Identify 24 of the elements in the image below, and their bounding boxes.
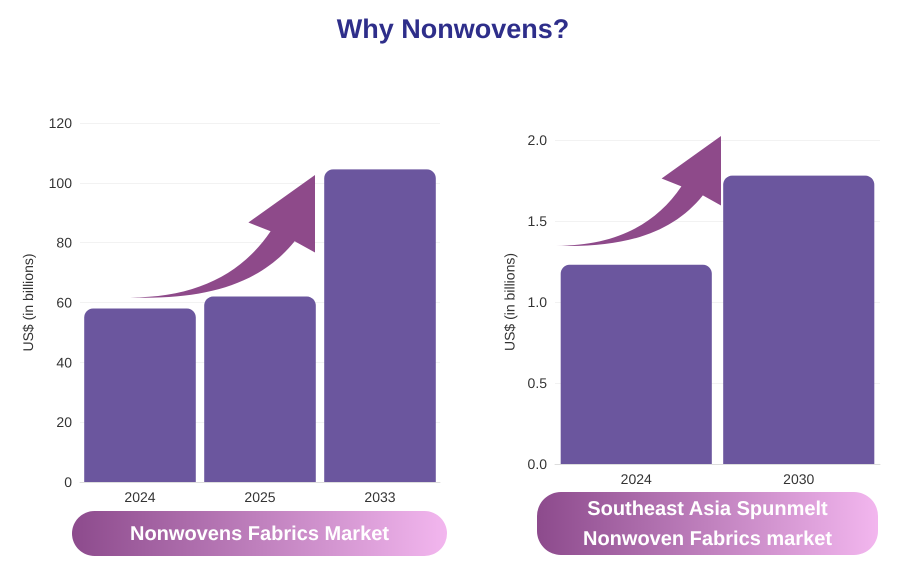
- y-tick-label: 2.0: [528, 132, 548, 148]
- x-tick-label: 2033: [364, 489, 396, 505]
- y-tick-label: 20: [56, 414, 72, 430]
- y-tick-label: 0.0: [528, 456, 548, 472]
- chart-title: Why Nonwovens?: [336, 14, 570, 45]
- x-axis-title: Nonwovens Fabrics Market: [72, 511, 447, 556]
- y-tick-label: 1.0: [528, 294, 548, 310]
- y-tick-label: 100: [48, 174, 72, 191]
- y-tick-label: 0.5: [528, 375, 548, 391]
- bar: [324, 169, 436, 482]
- x-tick-label: 2024: [620, 471, 652, 487]
- x-tick-label: 2030: [783, 471, 815, 487]
- y-tick-label: 0: [64, 474, 72, 490]
- x-axis-title: Southeast Asia Spunmelt Nonwoven Fabrics market: [537, 492, 878, 555]
- y-tick-label: 120: [48, 115, 72, 131]
- y-axis-title: US$ (in billions): [20, 253, 36, 352]
- y-tick-label: 80: [56, 234, 72, 251]
- y-tick-label: 40: [56, 354, 72, 370]
- bar: [84, 308, 196, 482]
- x-tick-label: 2024: [124, 489, 156, 505]
- y-tick-label: 60: [56, 294, 72, 310]
- y-axis-title: US$ (in billions): [502, 252, 518, 352]
- x-tick-label: 2025: [244, 489, 276, 505]
- y-tick-label: 1.5: [528, 213, 548, 229]
